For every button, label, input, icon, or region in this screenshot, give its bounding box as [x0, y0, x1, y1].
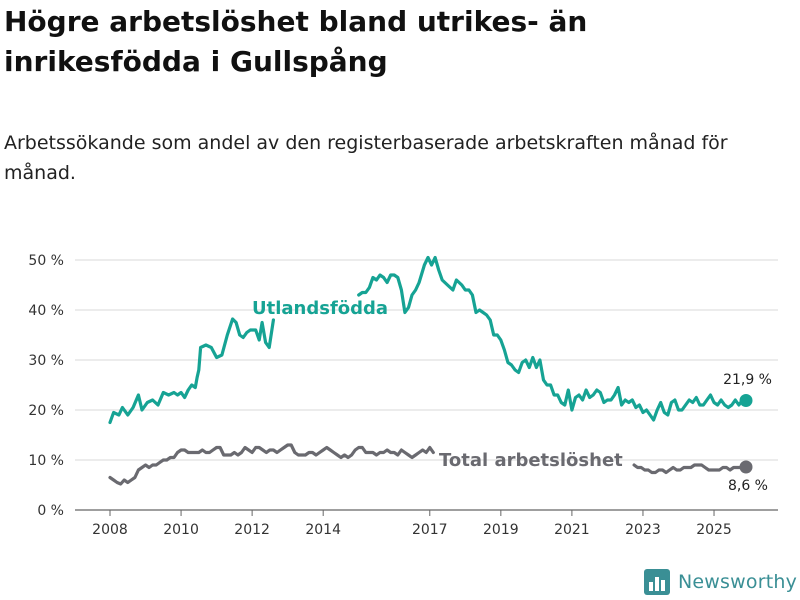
x-tick-label: 2017 — [412, 522, 448, 538]
series-label-total: Total arbetslöshet — [439, 450, 623, 471]
x-tick-label: 2014 — [305, 522, 341, 538]
axes: 0 % 10 % 20 % 30 % 40 % 50 % 2008 2010 2012 2014 2… — [28, 253, 731, 538]
y-tick-label: 10 % — [28, 453, 64, 469]
x-tick-label: 2012 — [234, 522, 270, 538]
series-lines — [108, 255, 753, 486]
end-value-label-total: 8,6 % — [728, 478, 768, 494]
x-tick-label: 2019 — [483, 522, 519, 538]
brand-name: Newsworthy — [678, 571, 798, 593]
y-tick-label: 30 % — [28, 353, 64, 369]
chart-subtitle: Arbetssökande som andel av den registerb… — [4, 132, 728, 184]
newsworthy-logo[interactable]: Newsworthy — [644, 569, 797, 595]
bar-chart-icon — [644, 569, 670, 595]
x-tick-label: 2021 — [554, 522, 590, 538]
y-tick-label: 0 % — [37, 503, 64, 519]
page-title: Högre arbetslöshet bland utrikes- än inr… — [4, 5, 588, 78]
end-value-label-utlandsfodda: 21,9 % — [723, 372, 772, 388]
total-end-point — [739, 460, 753, 474]
utlandsfodda-end-point — [739, 394, 753, 407]
x-tick-label: 2008 — [92, 522, 128, 538]
y-tick-label: 50 % — [28, 253, 64, 269]
chart-labels: Utlandsfödda Total arbetslöshet 21,9 % 8,6 … — [252, 298, 772, 494]
x-tick-label: 2025 — [696, 522, 732, 538]
x-tick-label: 2023 — [625, 522, 661, 538]
grid-lines — [75, 259, 778, 511]
y-tick-label: 40 % — [28, 303, 64, 319]
series-line-utlandsfodda-segment — [108, 317, 275, 425]
series-line-total-segment — [108, 443, 435, 486]
x-tick-label: 2010 — [163, 522, 199, 538]
y-tick-label: 20 % — [28, 403, 64, 419]
series-line-utlandsfodda-segment — [357, 255, 748, 422]
series-line-total-segment — [632, 463, 748, 475]
series-label-utlandsfodda: Utlandsfödda — [252, 298, 388, 319]
